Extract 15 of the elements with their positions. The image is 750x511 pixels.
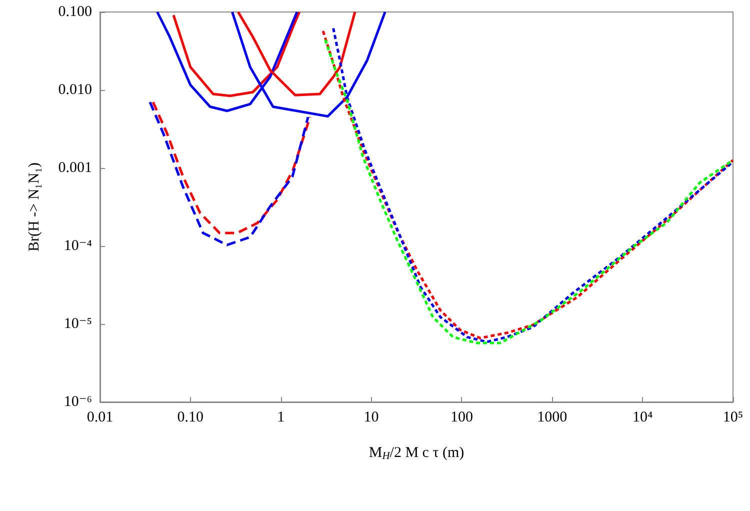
y-tick-label: 10⁻⁶	[64, 394, 92, 410]
y-tick-label: 10⁻⁵	[64, 316, 92, 332]
x-tick-label: 0.01	[86, 410, 114, 426]
x-tick-label: 10	[364, 410, 379, 426]
y-tick-label: 0.010	[58, 82, 92, 98]
x-tick-label: 1000	[537, 410, 568, 426]
x-tick-label: 0.10	[177, 410, 204, 426]
y-tick-label: 0.100	[58, 4, 92, 20]
x-tick-label: 100	[450, 410, 473, 426]
x-tick-label: 10⁵	[722, 410, 744, 426]
x-tick-label: 10⁴	[632, 410, 653, 426]
x-tick-label: 1	[277, 410, 285, 426]
y-tick-label: 10⁻⁴	[64, 238, 92, 254]
y-axis-title: Br(H -> N₁N₁)	[26, 162, 42, 252]
y-tick-label: 0.001	[58, 160, 92, 176]
